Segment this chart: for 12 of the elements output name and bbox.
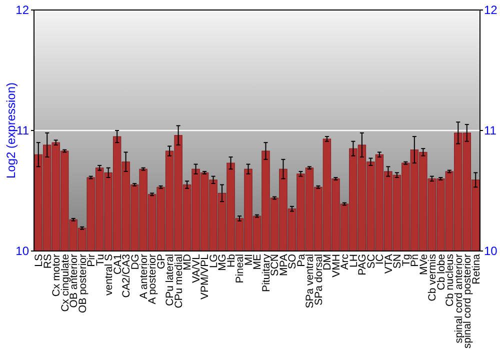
y-tick-label: 11 bbox=[16, 124, 30, 138]
x-tick-label: RS bbox=[42, 254, 54, 269]
x-tick-label: A posterior bbox=[146, 254, 159, 304]
y-tick-label: 12 bbox=[16, 3, 30, 18]
x-tick-label: OB posterior bbox=[76, 254, 89, 313]
y-axis-title: Log2 (expression) bbox=[4, 82, 18, 179]
y2-tick-label: 12 bbox=[484, 3, 498, 18]
x-tick-label: Tg bbox=[400, 254, 412, 266]
x-tick-label: SPa dorsal bbox=[312, 254, 325, 306]
y2-tick-label: 11 bbox=[484, 124, 497, 138]
y2-tick-label: 10 bbox=[484, 244, 498, 258]
y-tick-label: 10 bbox=[16, 244, 30, 258]
